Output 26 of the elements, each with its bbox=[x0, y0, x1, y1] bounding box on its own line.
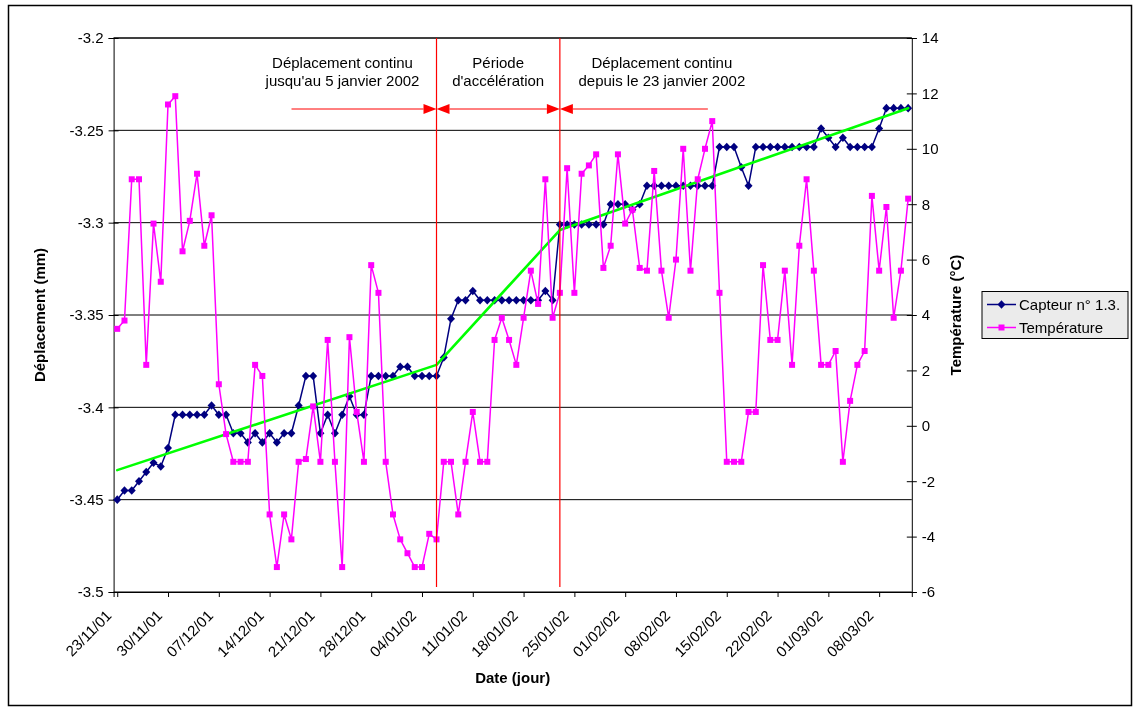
y2-tick-label: -4 bbox=[921, 527, 936, 545]
y2-tick-label: 10 bbox=[921, 140, 939, 158]
y-tick-label: -3.4 bbox=[77, 398, 104, 416]
y2-tick-label: 14 bbox=[921, 29, 939, 47]
legend-label: Température bbox=[1019, 318, 1104, 336]
legend-label: Capteur n° 1.3. bbox=[1019, 295, 1121, 313]
x-axis-title: Date (jour) bbox=[475, 669, 551, 686]
y-axis-title: Déplacement (mm) bbox=[31, 247, 48, 383]
annotation: Déplacement continu depuis le 23 janvier 2002 bbox=[578, 54, 746, 89]
y2-tick-label: 12 bbox=[921, 84, 939, 102]
y2-tick-label: -2 bbox=[921, 472, 936, 490]
y-tick-label: -3.45 bbox=[69, 490, 104, 508]
y2-tick-label: 2 bbox=[921, 361, 931, 379]
y2-tick-label: 4 bbox=[921, 306, 931, 324]
y-tick-label: -3.35 bbox=[69, 306, 104, 324]
y2-tick-label: 6 bbox=[921, 250, 931, 268]
y2-tick-label: -6 bbox=[921, 583, 936, 601]
annotation: Période d'accélération bbox=[452, 54, 545, 89]
y2-tick-label: 0 bbox=[921, 417, 931, 435]
y2-axis-title: Température (°C) bbox=[947, 254, 964, 376]
annotation: Déplacement continu jusqu'au 5 janvier 2002 bbox=[264, 54, 420, 89]
y-tick-label: -3.5 bbox=[77, 583, 104, 601]
y-tick-label: -3.2 bbox=[77, 29, 104, 47]
y2-tick-label: 8 bbox=[921, 195, 931, 213]
y-tick-label: -3.3 bbox=[77, 213, 104, 231]
y-tick-label: -3.25 bbox=[69, 121, 104, 139]
